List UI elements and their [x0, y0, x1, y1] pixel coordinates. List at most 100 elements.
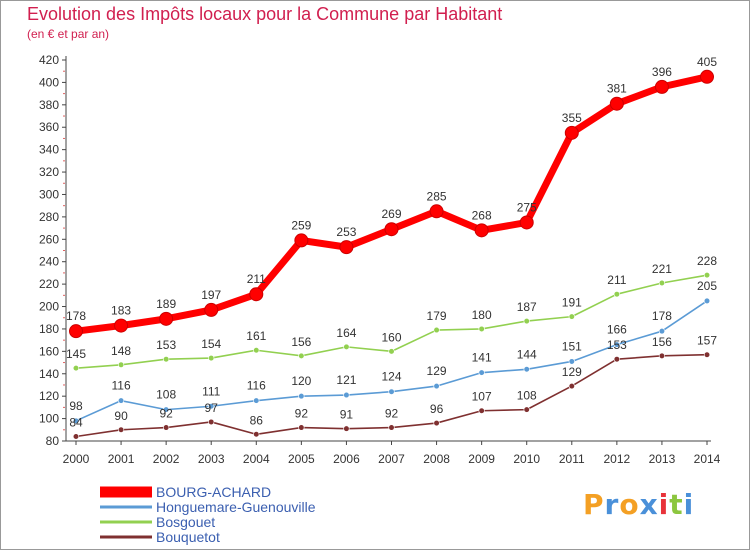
- data-label: 154: [201, 337, 221, 351]
- logo-letter: i: [658, 488, 670, 521]
- y-tick-label: 380: [39, 98, 59, 112]
- data-point: [249, 287, 264, 302]
- data-point: [117, 397, 125, 404]
- data-label: 405: [697, 55, 717, 69]
- data-point: [429, 204, 444, 219]
- data-point: [568, 358, 575, 365]
- x-tick-label: 2012: [604, 452, 631, 466]
- data-label: 92: [295, 407, 309, 421]
- data-point: [343, 343, 350, 350]
- data-point: [478, 369, 485, 376]
- data-point: [433, 419, 440, 427]
- data-point: [433, 382, 440, 390]
- logo-letter: i: [683, 488, 695, 521]
- data-label: 161: [246, 329, 266, 343]
- x-tick-label: 2014: [694, 452, 721, 466]
- x-tick-label: 2011: [559, 452, 585, 466]
- data-point: [163, 356, 170, 363]
- data-point: [478, 407, 485, 414]
- data-point: [658, 352, 666, 359]
- data-point: [208, 403, 215, 410]
- y-tick-label: 360: [39, 120, 59, 134]
- data-point: [658, 279, 666, 287]
- data-label: 145: [66, 347, 86, 361]
- data-point: [163, 406, 170, 413]
- data-label: 189: [156, 297, 176, 311]
- data-label: 124: [381, 370, 401, 384]
- data-point: [523, 366, 530, 373]
- data-point: [568, 382, 575, 390]
- data-point: [474, 223, 489, 238]
- y-tick-label: 260: [39, 232, 59, 246]
- data-point: [294, 233, 309, 248]
- data-label: 180: [472, 308, 492, 322]
- data-label: 92: [159, 407, 173, 421]
- data-label: 259: [291, 218, 311, 232]
- data-point: [388, 424, 395, 431]
- data-point: [253, 431, 260, 438]
- data-label: 269: [381, 207, 401, 221]
- x-tick-label: 2005: [288, 452, 315, 466]
- data-label: 144: [517, 347, 537, 361]
- data-label: 121: [336, 373, 356, 387]
- data-point: [433, 326, 440, 334]
- proxiti-logo: Proxiti: [583, 488, 694, 521]
- data-label: 86: [250, 413, 264, 427]
- series-line: [75, 73, 708, 335]
- y-tick-label: 220: [39, 277, 59, 291]
- data-point: [72, 433, 80, 440]
- data-label: 116: [247, 379, 266, 393]
- data-label: 211: [607, 273, 626, 287]
- data-label: 107: [472, 390, 492, 404]
- data-label: 183: [111, 304, 131, 318]
- data-point: [339, 240, 354, 255]
- data-label: 84: [69, 416, 83, 430]
- data-point: [700, 69, 714, 84]
- data-label: 92: [385, 407, 399, 421]
- x-tick-label: 2006: [333, 452, 360, 466]
- data-label: 156: [291, 335, 311, 349]
- data-label: 141: [472, 351, 492, 365]
- data-label: 179: [427, 309, 447, 323]
- data-point: [117, 426, 125, 433]
- data-label: 90: [114, 409, 128, 423]
- x-tick-label: 2013: [649, 452, 676, 466]
- legend-label: BOURG-ACHARD: [156, 484, 271, 500]
- data-point: [298, 393, 305, 400]
- data-label: 211: [247, 272, 266, 286]
- data-point: [703, 272, 711, 279]
- x-tick-label: 2001: [108, 452, 135, 466]
- data-point: [343, 425, 350, 432]
- data-label: 111: [202, 384, 221, 398]
- data-label: 178: [652, 309, 672, 323]
- data-label: 97: [205, 401, 219, 415]
- data-point: [204, 302, 219, 317]
- y-tick-label: 280: [39, 210, 59, 224]
- data-point: [613, 341, 620, 348]
- data-point: [298, 424, 305, 431]
- data-point: [208, 354, 215, 362]
- data-label: 275: [517, 200, 537, 214]
- data-point: [343, 391, 350, 399]
- data-label: 381: [607, 82, 627, 96]
- data-point: [523, 406, 530, 413]
- data-point: [388, 348, 395, 355]
- data-label: 153: [607, 338, 627, 352]
- data-point: [703, 351, 711, 358]
- data-point: [523, 317, 530, 325]
- logo-letter: r: [604, 488, 620, 521]
- y-tick-label: 160: [39, 344, 59, 358]
- y-tick-label: 240: [39, 255, 59, 269]
- logo-letter: P: [583, 488, 605, 521]
- data-point: [568, 313, 575, 320]
- y-tick-label: 340: [39, 143, 59, 157]
- data-label: 129: [562, 365, 582, 379]
- data-point: [208, 418, 215, 426]
- data-point: [69, 324, 83, 339]
- data-point: [609, 96, 624, 111]
- y-tick-label: 120: [39, 389, 59, 403]
- legend-label: Bouquetot: [156, 529, 220, 545]
- data-label: 164: [336, 326, 356, 340]
- data-point: [114, 318, 129, 333]
